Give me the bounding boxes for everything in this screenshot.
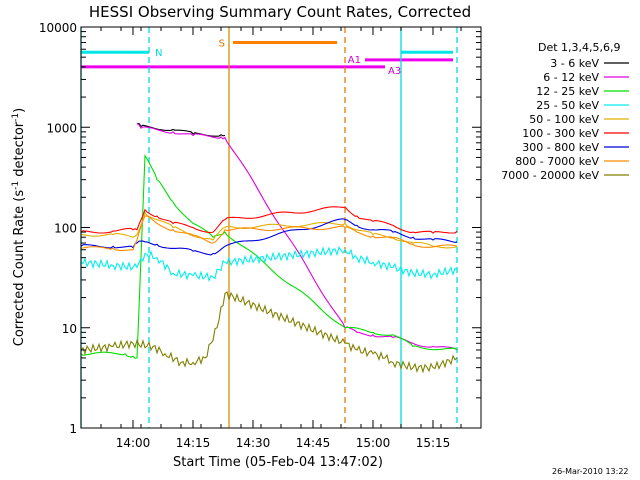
x-tick-label-3: 14:45 [296, 436, 331, 450]
legend-label-1: 6 - 12 keV [543, 71, 599, 84]
series-line-6-seg-0 [81, 218, 458, 256]
legend-label-6: 300 - 800 keV [522, 141, 599, 154]
legend-label-0: 3 - 6 keV [550, 57, 599, 70]
y-axis-label-mid: detector [12, 121, 27, 181]
y-tick-label-1: 10 [62, 322, 77, 336]
chart-title: HESSI Observing Summary Count Rates, Cor… [89, 3, 471, 21]
legend-label-5: 100 - 300 keV [522, 127, 599, 140]
x-tick-label-1: 14:15 [176, 436, 211, 450]
x-tick-label-5: 15:15 [416, 436, 451, 450]
y-axis-label-end: ) [12, 108, 27, 113]
flag-bars-layer [81, 41, 453, 69]
x-tick-label-2: 14:30 [236, 436, 271, 450]
x-axis-label: Start Time (05-Feb-04 13:47:02) [173, 455, 383, 470]
flag-label-s: S [219, 39, 225, 50]
flag-label-a3: A3 [388, 66, 401, 77]
legend-label-7: 800 - 7000 keV [515, 155, 599, 168]
series-line-8-seg-0 [81, 291, 458, 374]
series-line-3-seg-0 [81, 245, 458, 283]
x-tick-label-4: 15:00 [356, 436, 391, 450]
y-tick-label-0: 1 [69, 422, 77, 436]
y-axis-label-sup-2: -1 [11, 113, 21, 122]
flag-label-a1: A1 [348, 55, 361, 66]
legend-label-3: 25 - 50 keV [536, 99, 599, 112]
axes-layer: 14:00 14:15 14:30 14:45 15:00 15:15 1 10 100 1000… [39, 21, 481, 450]
y-axis-label-sup-1: -1 [11, 181, 21, 190]
series-line-2-seg-0 [81, 153, 458, 359]
series-layer [81, 122, 458, 374]
flag-label-n: N [155, 48, 162, 59]
series-line-5-seg-0 [81, 206, 458, 234]
y-axis-label: Corrected Count Rate (s-1 detector-1) [11, 108, 27, 346]
y-tick-label-3: 1000 [46, 121, 77, 135]
series-line-4-seg-0 [81, 211, 458, 249]
legend-label-8: 7000 - 20000 keV [501, 169, 599, 182]
series-line-7-seg-0 [81, 215, 458, 251]
y-tick-label-2: 100 [54, 222, 77, 236]
legend-label-4: 50 - 100 keV [529, 113, 599, 126]
annotations-layer: N S A1 A3 [155, 39, 401, 77]
legend-label-2: 12 - 25 keV [536, 85, 599, 98]
y-axis-label-main: Corrected Count Rate (s [12, 190, 27, 347]
plot-timestamp: 26-Mar-2010 13:22 [552, 467, 629, 476]
x-tick-label-0: 14:00 [116, 436, 151, 450]
legend-title: Det 1,3,4,5,6,9 [538, 41, 621, 54]
y-tick-label-4: 10000 [39, 21, 77, 35]
